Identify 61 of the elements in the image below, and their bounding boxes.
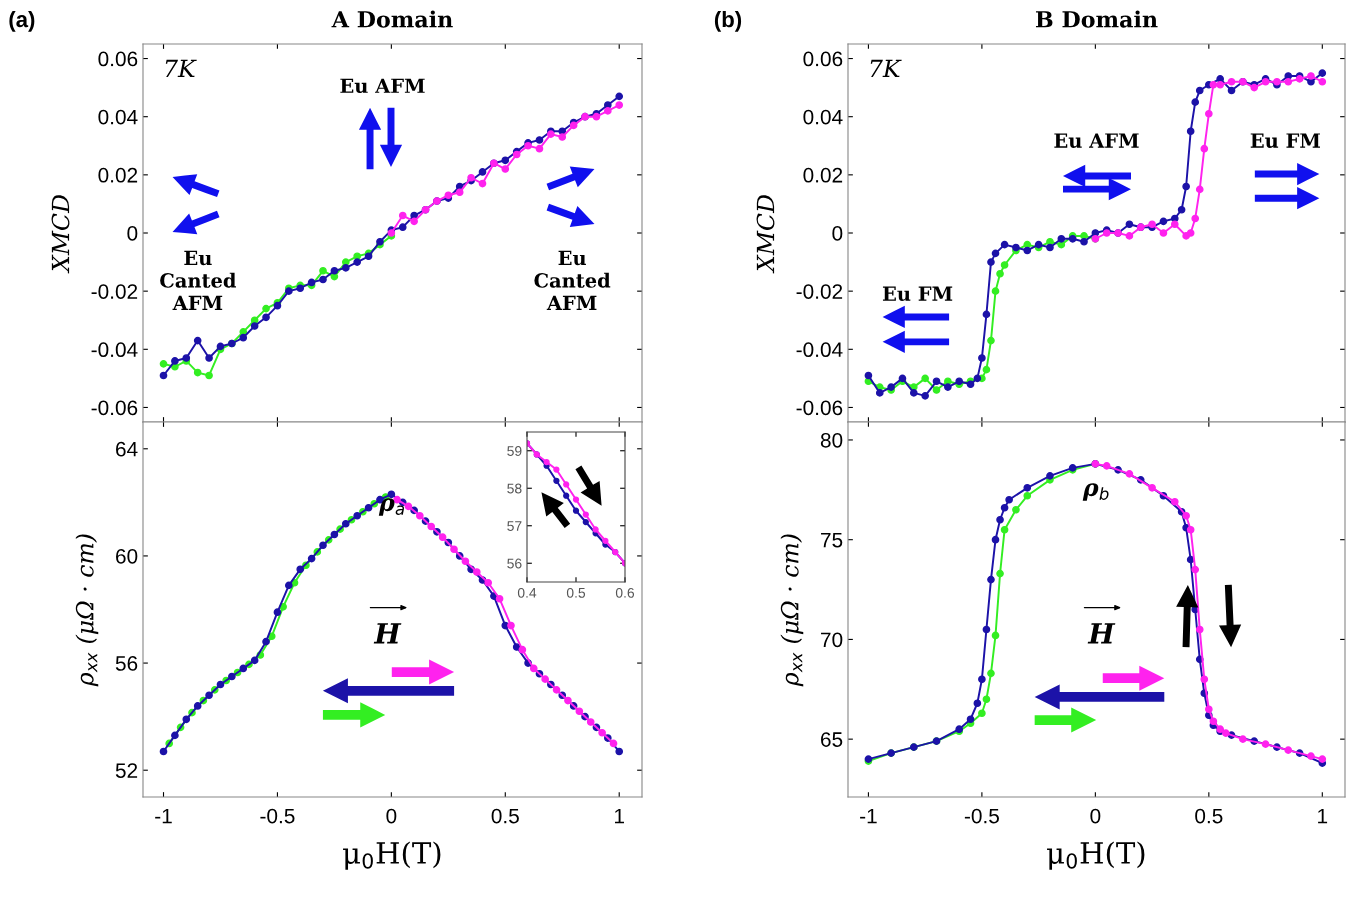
y-tick-label: 0 xyxy=(832,226,843,241)
y-tick-label: 59 xyxy=(507,446,522,456)
y-axis-title: ρ$_{xx}$ (μΩ · cm) xyxy=(780,534,804,687)
y-tick-label: 56 xyxy=(507,558,522,569)
x-tick-label: 0.4 xyxy=(517,587,537,598)
y-tick-label: 52 xyxy=(115,763,138,778)
y-tick-label: 0 xyxy=(127,226,138,241)
y-tick-label: -0.04 xyxy=(91,342,138,358)
annotation: ρ$_{a}$ xyxy=(378,498,405,516)
y-tick-label: 0.04 xyxy=(803,109,843,125)
x-tick-label: 0.5 xyxy=(1195,808,1223,824)
y-tick-label: -0.06 xyxy=(91,400,138,416)
y-tick-label: 57 xyxy=(507,521,522,531)
y-tick-label: -0.06 xyxy=(796,400,843,416)
chart-title: B Domain xyxy=(1035,10,1158,28)
y-tick-label: 0.06 xyxy=(98,51,138,67)
annotation: 7K xyxy=(165,59,197,77)
y-tick-label: 75 xyxy=(821,532,843,548)
annotation: Eu FM xyxy=(1250,133,1320,148)
annotation: Eu AFM xyxy=(340,78,425,94)
annotation: Eu Canted AFM xyxy=(534,250,611,311)
y-tick-label: 70 xyxy=(821,632,843,648)
x-tick-label: -0.5 xyxy=(964,808,999,824)
annotation: ρ$_{b}$ xyxy=(1082,483,1109,501)
y-tick-label: 65 xyxy=(821,732,843,747)
y-axis-title: XMCD xyxy=(51,195,70,274)
x-axis-title: μ$_{0}$H(T) xyxy=(1047,841,1145,870)
chart-title: A Domain xyxy=(331,10,453,28)
x-tick-label: 0 xyxy=(1090,808,1101,824)
x-tick-label: 1 xyxy=(615,808,624,824)
y-axis-title: XMCD xyxy=(756,195,775,274)
x-tick-label: 0 xyxy=(386,808,397,824)
annotation: H xyxy=(373,623,402,644)
y-axis-title: ρ$_{xx}$ (μΩ · cm) xyxy=(75,534,99,687)
y-tick-label: 56 xyxy=(115,656,138,671)
y-tick-label: 0.06 xyxy=(803,51,843,67)
y-tick-label: 0.02 xyxy=(803,167,843,183)
x-axis-title: μ$_{0}$H(T) xyxy=(343,841,441,870)
x-tick-label: -1 xyxy=(860,808,877,824)
y-tick-label: -0.02 xyxy=(796,284,843,299)
y-tick-label: 58 xyxy=(507,483,522,494)
y-tick-label: 60 xyxy=(116,548,138,564)
x-tick-label: 0.6 xyxy=(615,587,635,598)
y-tick-label: 80 xyxy=(820,432,843,448)
y-tick-label: 0.02 xyxy=(98,167,138,183)
annotation: Eu FM xyxy=(882,286,953,302)
y-tick-label: -0.02 xyxy=(91,284,138,299)
annotation: 7K xyxy=(870,59,902,77)
y-tick-label: 0.04 xyxy=(98,109,138,125)
y-tick-label: -0.04 xyxy=(796,342,843,358)
text: (b) xyxy=(714,10,742,32)
annotation: H xyxy=(1087,623,1116,644)
y-tick-label: 64 xyxy=(116,441,138,457)
annotation: Eu Canted AFM xyxy=(160,250,237,311)
x-tick-label: -0.5 xyxy=(260,808,295,824)
annotation: Eu AFM xyxy=(1054,133,1139,148)
text: (a) xyxy=(9,10,35,32)
x-tick-label: 0.5 xyxy=(491,808,519,824)
x-tick-label: 0.5 xyxy=(566,587,586,598)
x-tick-label: 1 xyxy=(1318,808,1328,824)
x-tick-label: -1 xyxy=(155,808,172,824)
